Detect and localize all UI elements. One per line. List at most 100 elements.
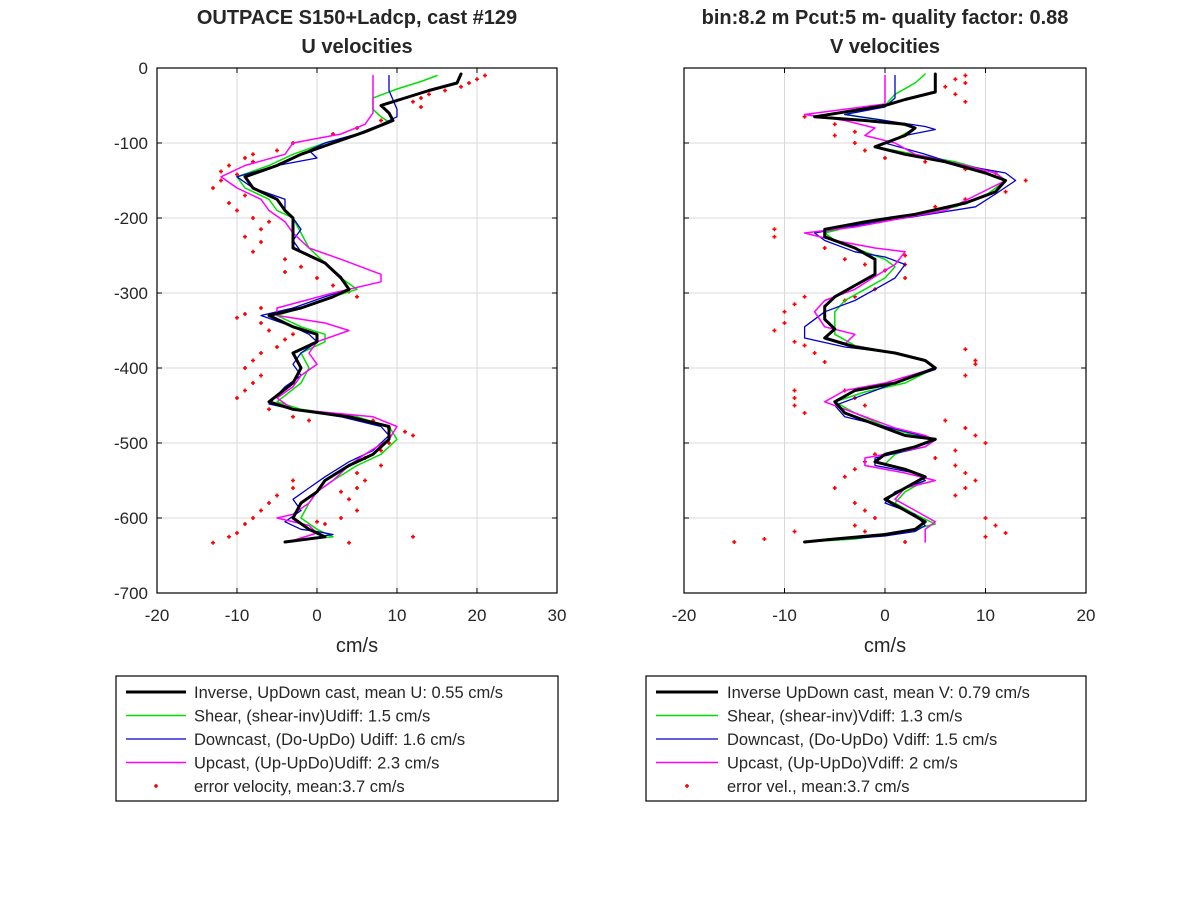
v-error-point [883, 156, 887, 160]
v-legend-entry-3: Upcast, (Up-UpDo)Vdiff: 2 cm/s [727, 755, 958, 773]
v-error-point [993, 523, 998, 528]
u-error-point [211, 186, 215, 190]
v-error-point [933, 204, 938, 209]
u-series [211, 72, 487, 545]
v-error-point [832, 486, 837, 490]
u-error-point [219, 178, 223, 183]
v-error-point [802, 343, 807, 348]
v-velocity-panel: bin:8.2 m Pcut:5 m- quality factor: 0.88… [645, 7, 1096, 802]
v-error-point [963, 99, 968, 104]
u-error-point [259, 508, 263, 513]
v-error-point [852, 129, 857, 134]
u-x-tick-label: 10 [388, 606, 407, 625]
v-error-point [963, 471, 968, 475]
u-y-tick-label: -600 [114, 509, 148, 528]
v-error-point [903, 276, 908, 280]
u-error-point [275, 493, 279, 498]
v-error-point [852, 523, 857, 528]
u-error-point [243, 156, 247, 160]
u-error-point [379, 118, 383, 123]
u-error-point [291, 478, 295, 483]
u-error-point [347, 540, 351, 545]
v-error-point [862, 508, 867, 513]
v-legend-swatch-4 [685, 784, 689, 788]
v-error-point [983, 441, 988, 445]
v-error-point [842, 257, 847, 262]
v-legend-entry-1: Shear, (shear-inv)Vdiff: 1.3 cm/s [727, 708, 962, 726]
u-error-point [243, 312, 247, 316]
u-series-line-2 [236, 74, 398, 543]
v-legend-box [645, 675, 1087, 802]
u-legend-entry-2: Downcast, (Do-UpDo) Udiff: 1.6 cm/s [194, 731, 465, 749]
v-series-line-3 [803, 74, 1007, 543]
u-velocity-panel: OUTPACE S150+Ladcp, cast #129 U velociti… [114, 7, 567, 802]
v-x-tick-label: 10 [976, 606, 995, 625]
u-error-point [275, 148, 279, 153]
v-legend-entry-2: Downcast, (Do-UpDo) Vdiff: 1.5 cm/s [727, 731, 997, 749]
u-error-point [259, 227, 263, 232]
v-error-point [953, 92, 958, 97]
u-error-point [267, 219, 271, 224]
u-error-point [427, 92, 431, 97]
v-error-point [802, 114, 807, 119]
u-error-point [331, 283, 335, 288]
u-error-point [403, 429, 407, 434]
u-error-point [411, 99, 415, 104]
u-error-point [267, 407, 271, 412]
u-error-point [419, 105, 423, 109]
u-error-point [235, 396, 239, 400]
v-error-point [903, 253, 908, 258]
u-error-point [483, 73, 487, 78]
v-x-tick-label: 20 [1077, 606, 1096, 625]
v-error-point [862, 403, 867, 408]
u-error-point [243, 366, 247, 370]
v-error-point [973, 362, 978, 367]
u-x-axis-label: cm/s [336, 635, 378, 657]
v-panel-title: bin:8.2 m Pcut:5 m- quality factor: 0.88 [702, 7, 1069, 29]
u-error-point [355, 508, 359, 513]
v-error-point [792, 396, 797, 400]
u-error-point [259, 321, 263, 325]
v-error-point [953, 493, 958, 498]
v-error-point [792, 388, 797, 393]
u-x-tick-label: 0 [312, 606, 321, 625]
u-error-point [251, 216, 255, 220]
u-error-point [243, 234, 247, 239]
u-error-point [267, 328, 271, 333]
v-error-point [1003, 189, 1008, 194]
v-error-point [1003, 531, 1008, 535]
u-y-tick-label: -500 [114, 434, 148, 453]
u-x-tick-label: 30 [548, 606, 567, 625]
u-y-tick-label: -700 [114, 584, 148, 603]
v-error-point [963, 426, 968, 430]
v-ticks: -20 -10 0 10 20 [672, 67, 1096, 625]
u-error-point [219, 169, 223, 174]
v-error-point [852, 467, 857, 472]
u-error-point [411, 534, 415, 539]
u-y-tick-label: -400 [114, 359, 148, 378]
u-error-point [259, 240, 263, 244]
u-error-point [243, 388, 247, 393]
u-error-point [251, 249, 255, 254]
v-error-point [842, 474, 847, 479]
u-error-point [315, 519, 319, 524]
u-y-tick-label: 0 [139, 59, 148, 78]
u-error-point [243, 522, 247, 526]
v-error-point [862, 262, 867, 267]
v-error-point [862, 148, 867, 153]
u-error-point [355, 486, 359, 490]
u-error-point [259, 306, 263, 310]
u-error-point [387, 441, 391, 445]
v-x-tick-label: 0 [880, 606, 889, 625]
u-error-point [235, 208, 239, 213]
u-error-point [291, 486, 295, 490]
u-error-point [307, 418, 311, 423]
u-legend-box [115, 675, 559, 802]
u-error-point [275, 345, 279, 349]
u-error-point [339, 516, 343, 520]
v-error-point [772, 227, 777, 232]
v-series [732, 72, 1028, 544]
v-error-point [802, 411, 807, 415]
u-error-point [259, 373, 263, 378]
v-error-point [802, 294, 807, 299]
